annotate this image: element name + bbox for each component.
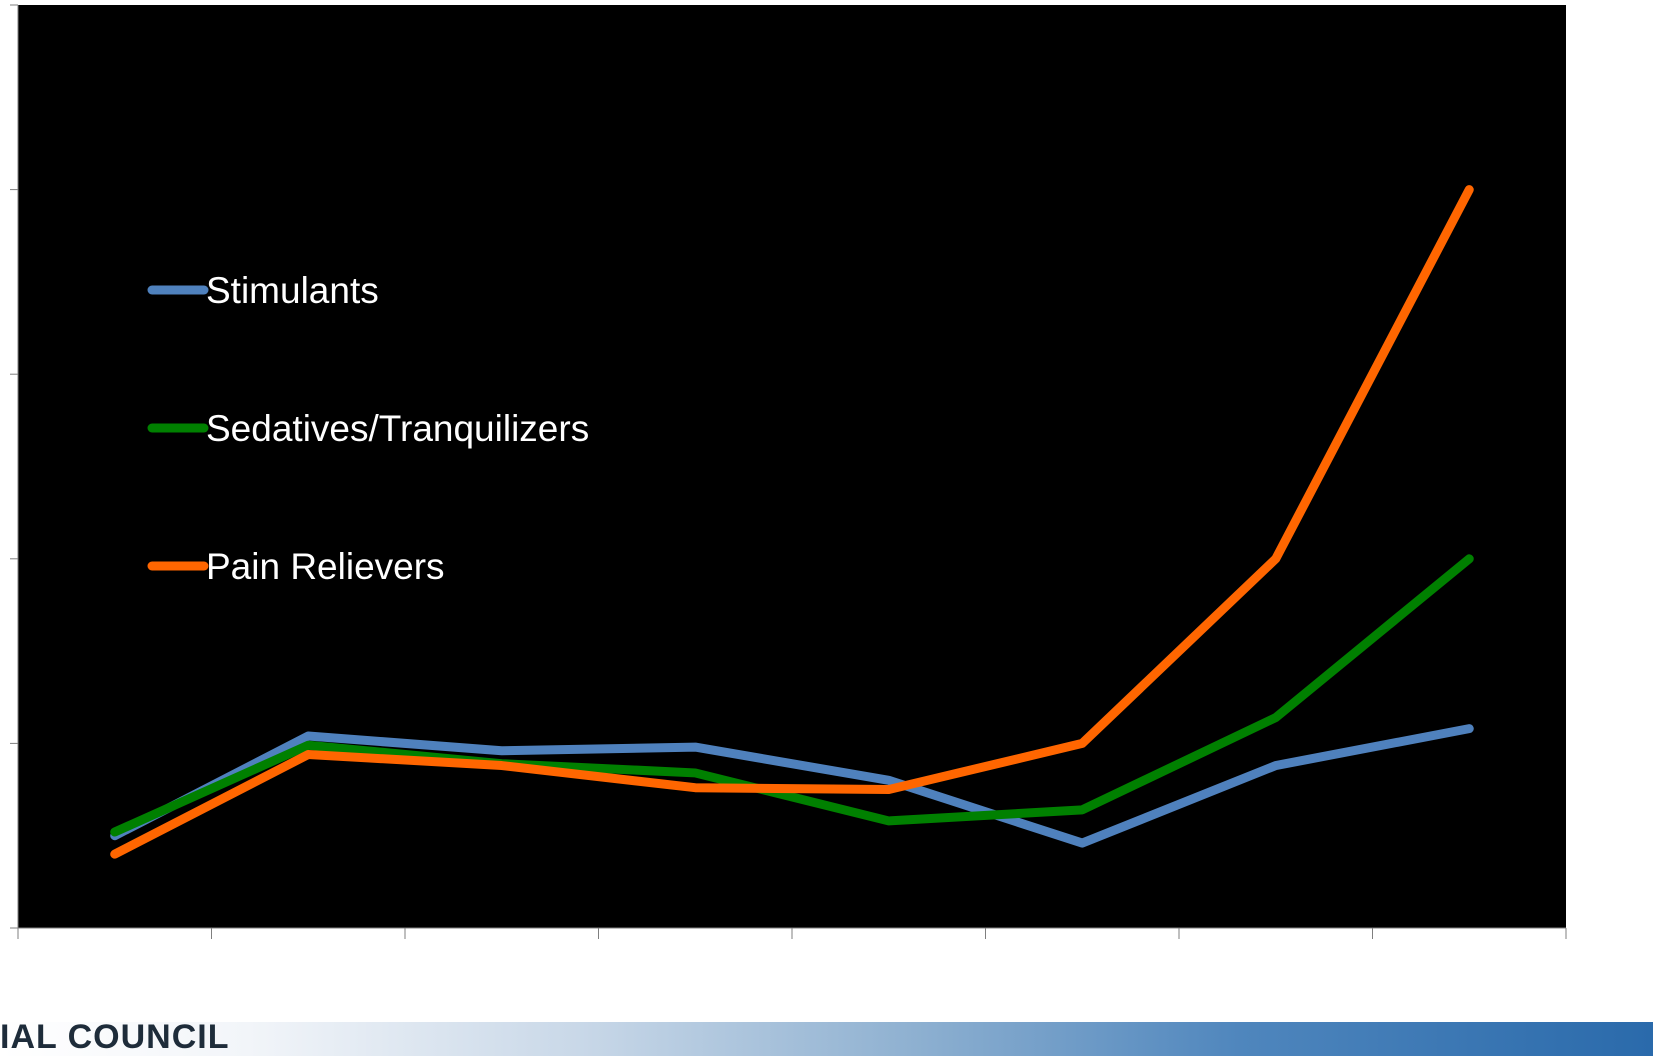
series-line <box>110 554 1474 837</box>
x-tick-label: 1965 <box>70 965 159 1009</box>
series-line <box>110 724 1474 848</box>
series-line <box>110 185 1474 859</box>
x-tick-label: 2000 <box>1425 965 1514 1009</box>
legend-label: Pain Relievers <box>206 546 445 587</box>
x-tick-label: 1975 <box>457 965 546 1009</box>
footer-logo-text: IAL COUNCIL <box>0 1018 230 1056</box>
x-tick-label: 1980 <box>651 965 740 1009</box>
x-tick-label: 1970 <box>264 965 353 1009</box>
legend-label: Stimulants <box>206 270 379 311</box>
x-tick-label: 1990 <box>1038 965 1127 1009</box>
footer-band <box>0 1022 1653 1056</box>
x-tick-label: 1995 <box>1231 965 1320 1009</box>
x-tick-label: 1985 <box>844 965 933 1009</box>
legend-label: Sedatives/Tranquilizers <box>206 408 589 449</box>
